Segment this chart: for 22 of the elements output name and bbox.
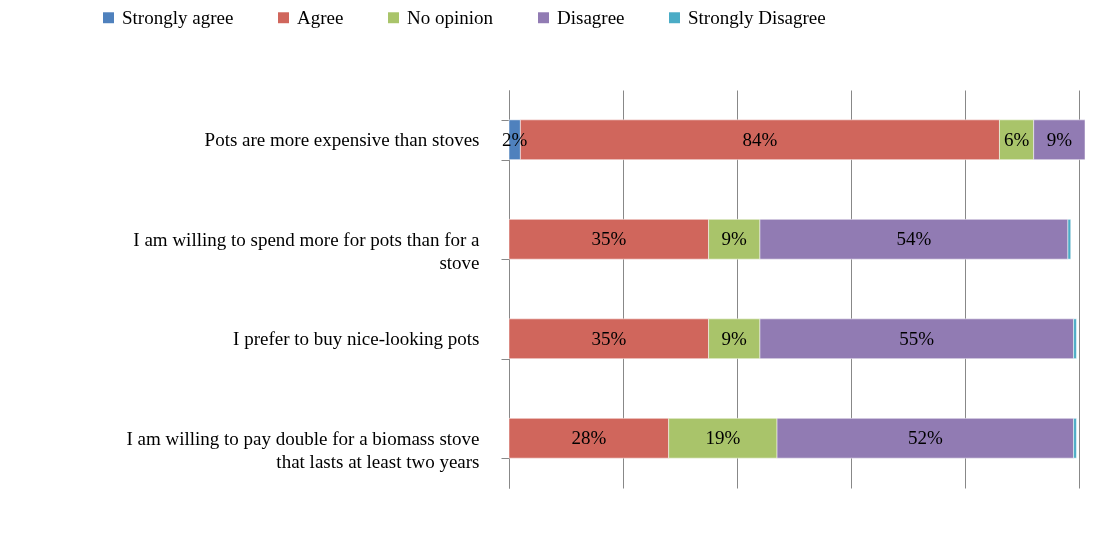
data-label: 35% <box>591 228 627 250</box>
data-label: 35% <box>591 327 627 349</box>
data-label: 9% <box>721 327 748 349</box>
legend-label: Strongly agree <box>122 6 234 28</box>
legend-label: No opinion <box>407 6 494 28</box>
data-label: 28% <box>571 427 607 449</box>
data-label: 9% <box>1046 128 1073 150</box>
data-label: 52% <box>907 427 943 449</box>
data-label: 19% <box>705 427 741 449</box>
data-label: 84% <box>742 128 778 150</box>
data-label: 6% <box>1003 128 1030 150</box>
y-tick-label: I prefer to buy nice-looking pots <box>233 328 480 350</box>
legend-label: Agree <box>297 6 344 28</box>
y-tick-label: I am willing to pay double for a biomass stove that lasts at least two years <box>126 427 480 472</box>
y-tick-label: Pots are more expensive than stoves <box>204 129 480 151</box>
data-label: 2% <box>502 128 528 150</box>
data-label: 54% <box>896 228 932 250</box>
data-label: 9% <box>721 228 748 250</box>
y-tick-label: I am willing to spend more for pots than for a stove <box>133 228 481 273</box>
legend-label: Disagree <box>557 6 625 28</box>
legend-label: Strongly Disagree <box>688 6 826 28</box>
data-label: 55% <box>899 327 935 349</box>
